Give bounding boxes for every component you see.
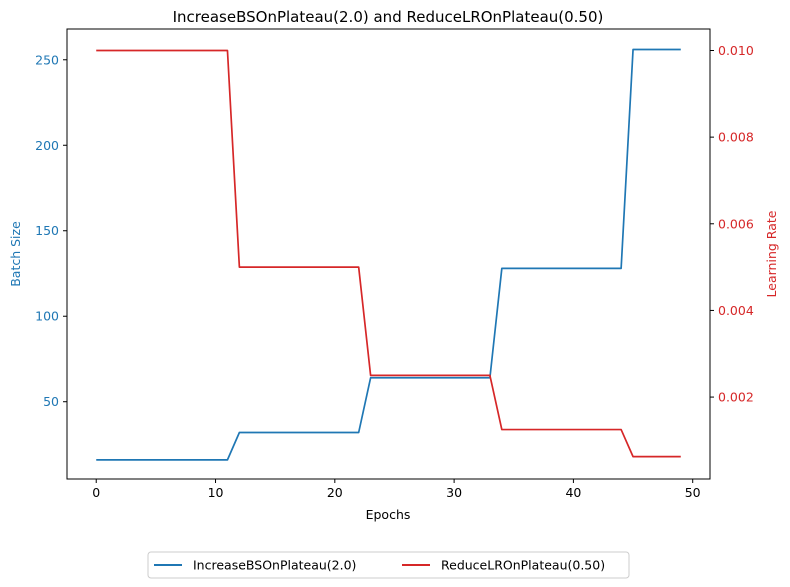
x-tick-label: 40 (565, 485, 581, 500)
x-axis: 0 10 20 30 40 50 (92, 479, 701, 500)
y-axis-right-label: Learning Rate (764, 210, 779, 297)
y-left-tick-label: 100 (35, 309, 59, 324)
y-right-tick-label: 0.006 (718, 216, 754, 231)
legend: IncreaseBSOnPlateau(2.0) ReduceLROnPlate… (147, 551, 630, 579)
y-axis-left-label: Batch Size (8, 221, 23, 287)
chart-title: IncreaseBSOnPlateau(2.0) and ReduceLROnP… (173, 8, 604, 26)
y-right-tick-label: 0.004 (718, 303, 754, 318)
y-axis-left: 50 100 150 200 250 (35, 52, 67, 409)
y-right-tick-label: 0.008 (718, 130, 754, 145)
x-tick-label: 20 (327, 485, 343, 500)
legend-box (147, 551, 630, 579)
plot-frame (66, 28, 711, 480)
y-right-tick-label: 0.002 (718, 390, 754, 405)
series-line-batch-size (96, 48, 681, 461)
series-line-learning-rate (96, 49, 681, 458)
x-axis-label: Epochs (366, 507, 411, 522)
y-left-tick-label: 50 (43, 394, 59, 409)
x-tick-label: 30 (446, 485, 462, 500)
y-left-tick-label: 150 (35, 223, 59, 238)
y-right-tick-label: 0.010 (718, 43, 754, 58)
legend-label-batch-size: IncreaseBSOnPlateau(2.0) (193, 558, 356, 573)
x-tick-label: 50 (685, 485, 701, 500)
x-tick-label: 0 (92, 485, 100, 500)
plot-lines (96, 48, 681, 461)
x-tick-label: 10 (208, 485, 224, 500)
y-axis-right: 0.002 0.004 0.006 0.008 0.010 (710, 43, 754, 405)
y-left-tick-label: 200 (35, 138, 59, 153)
y-left-tick-label: 250 (35, 52, 59, 67)
legend-label-learning-rate: ReduceLROnPlateau(0.50) (441, 558, 605, 573)
